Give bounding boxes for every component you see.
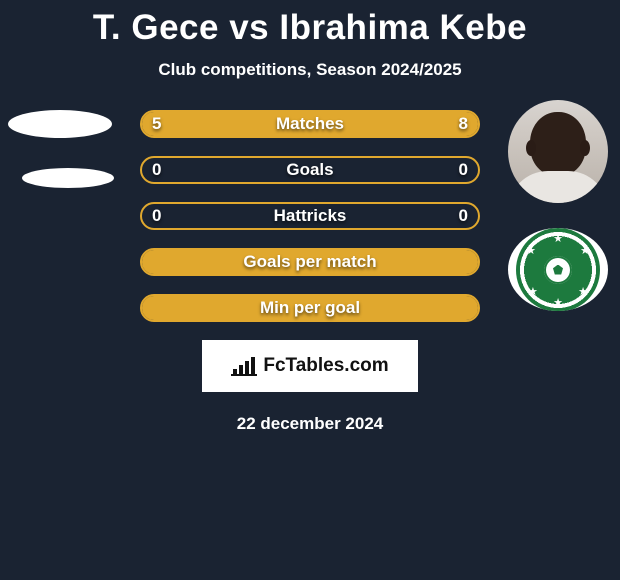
bar-value-left: 0 [152,206,161,226]
bar-value-right: 0 [459,160,468,180]
bar-value-left: 0 [152,160,161,180]
date-text: 22 december 2024 [0,414,620,434]
stat-bar-goals: 0 0 Goals [140,156,480,184]
bar-label: Matches [276,114,344,134]
stat-bar-mpg: Min per goal [140,294,480,322]
bar-label: Hattricks [274,206,347,226]
star-icon: ★ [580,244,590,257]
bar-value-left: 5 [152,114,161,134]
star-icon: ★ [578,285,588,298]
stat-bars: 5 8 Matches 0 0 Goals 0 0 Hattricks Goals per mat… [140,110,480,322]
club-crest: ★ ★ ★ ★ ★ ★ [508,228,608,311]
bar-chart-icon [231,355,257,377]
branding-box: FcTables.com [202,340,418,392]
star-icon: ★ [553,296,563,309]
avatar-body-shape [508,171,608,203]
stat-bar-hattricks: 0 0 Hattricks [140,202,480,230]
bar-value-right: 8 [459,114,468,134]
branding-text: FcTables.com [263,355,388,377]
bar-label: Goals per match [243,252,376,272]
player-avatar [508,100,608,203]
right-graphic-column: ★ ★ ★ ★ ★ ★ [508,110,608,311]
stat-bar-matches: 5 8 Matches [140,110,480,138]
ball-icon [544,256,572,284]
bar-value-right: 0 [459,206,468,226]
left-graphic-column [8,110,118,188]
star-icon: ★ [528,285,538,298]
left-ellipse-1 [8,110,112,138]
crest-inner: ★ ★ ★ ★ ★ ★ [516,228,600,311]
comparison-content: ★ ★ ★ ★ ★ ★ 5 8 Matches 0 0 Goals 0 0 Hattricks G… [0,110,620,434]
star-icon: ★ [553,232,563,245]
stat-bar-gpm: Goals per match [140,248,480,276]
avatar-head-shape [530,112,586,176]
bar-label: Goals [286,160,333,180]
subtitle: Club competitions, Season 2024/2025 [0,60,620,80]
left-ellipse-2 [22,168,114,188]
page-title: T. Gece vs Ibrahima Kebe [0,0,620,48]
star-icon: ★ [526,244,536,257]
bar-label: Min per goal [260,298,360,318]
